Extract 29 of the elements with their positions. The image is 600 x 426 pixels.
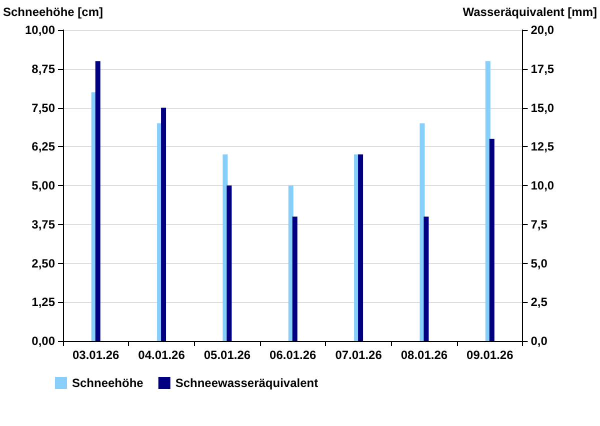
y-tick-label: 5,00 — [32, 178, 56, 192]
y2-tick-label: 2,5 — [530, 295, 548, 310]
y-tick-label: 2,50 — [32, 256, 56, 270]
x-tick-label: 04.01.26 — [138, 348, 186, 362]
x-tick-label: 09.01.26 — [466, 348, 514, 362]
y2-tick-label: 0,0 — [530, 334, 548, 348]
y-axis-title: Schneehöhe [cm] — [2, 5, 104, 19]
y2-tick-label: 17,5 — [530, 62, 554, 76]
y2-axis-title: Wasseräquivalent [mm] — [462, 5, 598, 19]
y2-tick-label: 7,5 — [530, 217, 548, 232]
y2-tick-label: 12,5 — [530, 140, 554, 154]
y-tick-label: 0,00 — [32, 334, 56, 348]
y2-tick-label: 10,0 — [530, 178, 554, 192]
y2-tick-label: 15,0 — [530, 100, 554, 115]
legend-label: Schneewasseräquivalent — [175, 376, 318, 390]
y-tick-label: 6,25 — [32, 140, 56, 154]
y-tick-label: 10,00 — [24, 23, 56, 37]
x-tick-label: 08.01.26 — [400, 348, 448, 362]
x-tick-label: 05.01.26 — [204, 348, 251, 362]
y-tick-label: 8,75 — [32, 62, 56, 76]
y-tick-label: 7,50 — [32, 100, 56, 115]
legend-label: Schneehöhe — [72, 376, 144, 390]
x-tick-label: 07.01.26 — [335, 348, 382, 362]
x-tick-label: 03.01.26 — [72, 348, 120, 362]
x-tick-label: 06.01.26 — [270, 348, 317, 362]
y-tick-label: 1,25 — [32, 295, 56, 310]
y2-tick-label: 5,0 — [530, 256, 548, 270]
y-tick-label: 3,75 — [32, 217, 56, 232]
y2-tick-label: 20,0 — [530, 23, 554, 37]
